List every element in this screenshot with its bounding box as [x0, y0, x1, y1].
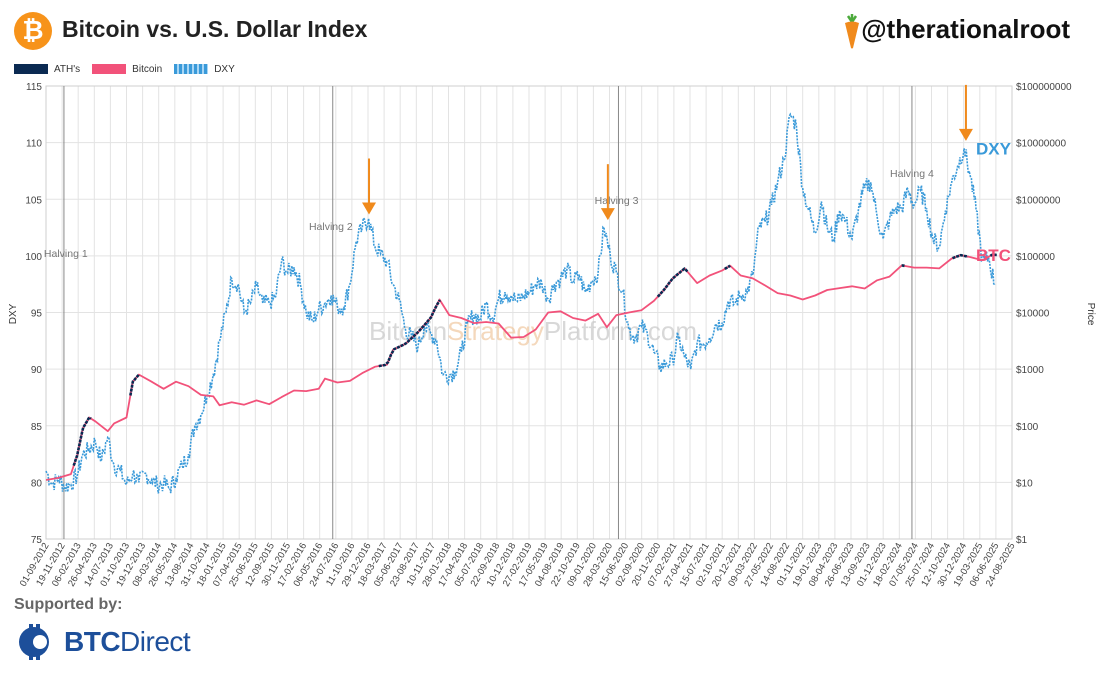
btcdirect-wordmark-bold: BTC: [64, 626, 121, 657]
legend-label-ath: ATH's: [54, 63, 81, 75]
supported-by-label: Supported by:: [14, 596, 123, 613]
y-left-tick-label: 75: [31, 535, 43, 546]
y-right-tick-label: $100000: [1016, 252, 1055, 263]
ath-segment: [952, 253, 969, 260]
ath-segment: [378, 299, 442, 368]
legend-item-dxy[interactable]: DXY: [174, 64, 235, 75]
arrow-head: [600, 208, 615, 221]
legend-label-dxy: DXY: [214, 63, 235, 75]
legend-swatch-ath: [14, 64, 48, 74]
plot-frame: [45, 85, 1013, 540]
carrot-icon: [845, 14, 859, 49]
y-axis-right-label: Price: [1085, 303, 1096, 326]
y-right-tick-label: $1000000: [1016, 195, 1061, 206]
y-right-tick-label: $10: [1016, 478, 1033, 489]
arrow-head: [958, 128, 973, 141]
y-left-tick-label: 105: [25, 195, 42, 206]
dxy-line: [45, 112, 996, 494]
y-left-tick-label: 100: [25, 252, 42, 263]
halving-label: Halving 4: [890, 168, 934, 180]
btcdirect-wordmark: BTCDirect: [64, 626, 191, 658]
bitcoin-logo-icon: ₿: [14, 12, 52, 50]
halving-label: Halving 1: [44, 248, 88, 260]
legend-swatch-bitcoin: [92, 64, 127, 74]
bitcoin-line: [45, 253, 997, 481]
y-left-tick-label: 115: [26, 82, 42, 93]
legend-item-bitcoin[interactable]: Bitcoin: [92, 64, 162, 75]
y-right-tick-label: $10000000: [1016, 139, 1066, 150]
legend-label-bitcoin: Bitcoin: [132, 63, 163, 75]
watermark-part3: Platform: [544, 316, 641, 346]
legend-item-ath[interactable]: ATH's: [14, 64, 80, 75]
btcdirect-logo[interactable]: BTCDirect: [16, 620, 191, 664]
chart-area: BitcoinStrategyPlatform.com Halving 1Hal…: [8, 82, 1096, 589]
y-right-tick-label: $1000: [1016, 365, 1044, 376]
arrow-head: [362, 202, 377, 215]
ath-segment: [129, 373, 140, 396]
y-right-tick-label: $100: [1016, 422, 1039, 433]
y-left-tick-label: 90: [31, 365, 43, 376]
y-left-tick-label: 80: [31, 478, 43, 489]
ath-segment: [656, 267, 689, 298]
btcdirect-icon: [19, 624, 49, 660]
halving-label: Halving 2: [309, 221, 353, 233]
ath-segment: [989, 253, 997, 257]
watermark-part2: Strategy: [447, 316, 544, 346]
y-right-tick-label: $10000: [1016, 309, 1050, 320]
author-handle: @therationalroot: [861, 14, 1070, 44]
btcdirect-wordmark-rest: Direct: [120, 626, 191, 657]
gridlines: [45, 85, 1013, 540]
watermark-part4: .com: [641, 316, 697, 346]
ath-segment: [724, 264, 732, 270]
halving-label: Halving 3: [595, 195, 639, 207]
chart-title: Bitcoin vs. U.S. Dollar Index: [62, 16, 368, 42]
legend-swatch-dxy: [174, 64, 209, 74]
y-axis-left-label: DXY: [8, 303, 19, 324]
halving-arrows: [362, 84, 973, 221]
dxy-end-label: DXY: [976, 139, 1012, 158]
y-left-tick-label: 85: [31, 422, 43, 433]
y-left-tick-label: 110: [26, 139, 42, 150]
halving-markers: Halving 1 Halving 2 Halving 3 Halving 4: [44, 86, 934, 539]
watermark: BitcoinStrategyPlatform.com: [369, 316, 697, 346]
header: ₿ Bitcoin vs. U.S. Dollar Index @therati…: [0, 0, 1100, 60]
y-right-tick-label: $100000000: [1016, 82, 1072, 93]
series-lines: [45, 112, 997, 494]
legend: ATH's Bitcoin DXY: [14, 62, 247, 76]
y-left-tick-label: 95: [31, 309, 43, 320]
y-right-tick-label: $1: [1016, 535, 1028, 546]
ath-segment: [72, 415, 92, 467]
btc-end-label: BTC: [976, 246, 1011, 265]
